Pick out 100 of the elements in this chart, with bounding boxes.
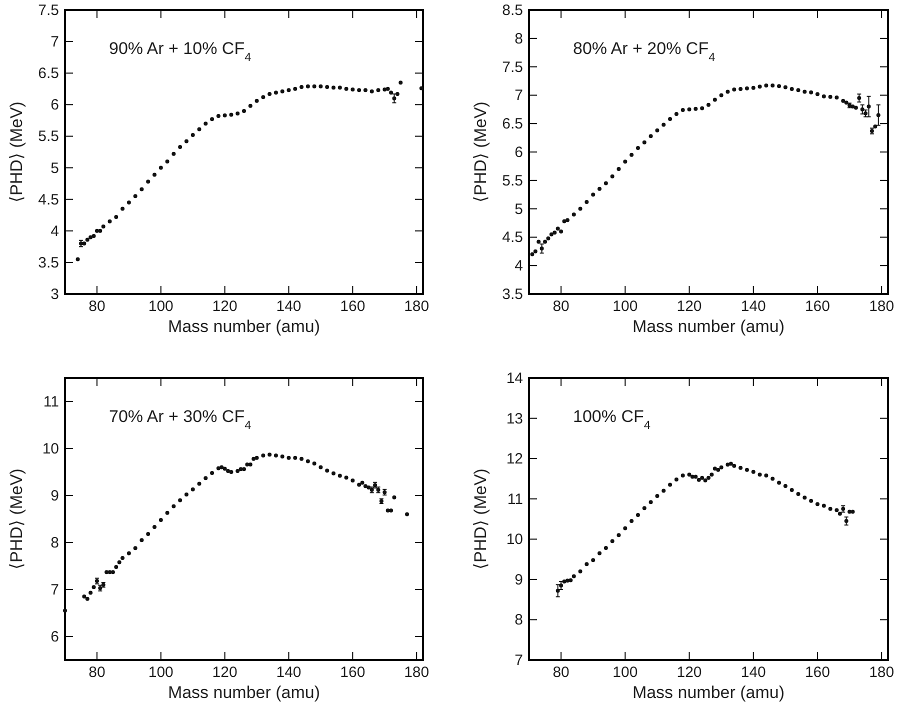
point bbox=[732, 88, 736, 92]
point bbox=[178, 498, 182, 502]
point bbox=[350, 478, 355, 482]
annotation: 70% Ar + 30% CF$_{4}$ bbox=[109, 407, 252, 432]
point bbox=[591, 192, 596, 197]
y-axis-title: ⟨PHD⟩ (MeV) bbox=[471, 468, 490, 570]
point bbox=[802, 496, 807, 500]
point bbox=[120, 556, 125, 560]
y-tick-label: 4 bbox=[50, 222, 59, 240]
point bbox=[92, 585, 96, 590]
point bbox=[117, 560, 122, 564]
point bbox=[790, 488, 794, 492]
y-tick-label: 6 bbox=[50, 628, 59, 646]
point bbox=[274, 90, 278, 95]
x-tick-label: 140 bbox=[276, 664, 302, 681]
point bbox=[204, 476, 208, 480]
point bbox=[268, 452, 272, 457]
point bbox=[802, 90, 807, 94]
point bbox=[92, 234, 96, 238]
point bbox=[382, 88, 387, 92]
point bbox=[598, 551, 602, 556]
y-tick-label: 7 bbox=[50, 582, 59, 598]
point bbox=[76, 257, 80, 262]
x-tick-label: 180 bbox=[869, 664, 894, 681]
y-tick-label: 7 bbox=[514, 87, 523, 104]
point bbox=[719, 93, 724, 98]
point bbox=[126, 200, 131, 204]
point bbox=[822, 504, 826, 508]
point bbox=[197, 482, 202, 486]
point bbox=[114, 215, 118, 220]
point bbox=[796, 492, 800, 496]
y-tick-label: 4.5 bbox=[502, 229, 523, 246]
y-tick-label: 6.5 bbox=[38, 65, 59, 82]
point bbox=[152, 524, 156, 529]
y-tick-label: 3.5 bbox=[502, 286, 523, 303]
x-tick-label: 140 bbox=[740, 664, 766, 681]
x-tick-label: 100 bbox=[612, 664, 638, 681]
point bbox=[300, 84, 304, 89]
point bbox=[556, 226, 560, 231]
point bbox=[120, 206, 125, 211]
y-tick-label: 8 bbox=[514, 612, 523, 629]
point bbox=[568, 578, 573, 582]
point bbox=[165, 159, 170, 164]
point bbox=[834, 508, 839, 512]
point bbox=[325, 84, 330, 89]
point bbox=[530, 252, 534, 256]
x-tick-label: 140 bbox=[740, 298, 766, 315]
point bbox=[357, 482, 362, 487]
point bbox=[642, 140, 646, 144]
point bbox=[552, 230, 557, 235]
point bbox=[719, 465, 724, 470]
x-tick-label: 100 bbox=[148, 664, 174, 681]
y-tick-label: 13 bbox=[506, 410, 523, 428]
point bbox=[98, 228, 102, 233]
point bbox=[210, 117, 214, 122]
point bbox=[533, 249, 538, 254]
x-tick-label: 120 bbox=[676, 298, 702, 315]
point bbox=[300, 456, 304, 461]
point bbox=[85, 596, 90, 601]
point bbox=[732, 464, 736, 468]
point bbox=[146, 532, 150, 536]
point bbox=[696, 478, 701, 482]
point bbox=[565, 218, 570, 222]
point bbox=[783, 484, 788, 488]
point bbox=[809, 90, 814, 94]
y-tick-label: 8.5 bbox=[502, 2, 523, 19]
point bbox=[293, 86, 298, 91]
point bbox=[370, 89, 374, 94]
y-tick-label: 5 bbox=[514, 200, 523, 218]
point bbox=[158, 518, 163, 522]
point bbox=[197, 127, 202, 132]
point bbox=[559, 583, 564, 588]
x-tick-label: 180 bbox=[404, 298, 430, 315]
point bbox=[344, 86, 348, 91]
x-tick-label: 80 bbox=[88, 298, 106, 315]
x-tick-label: 160 bbox=[804, 664, 830, 681]
point bbox=[540, 246, 544, 251]
point bbox=[809, 498, 814, 503]
point bbox=[242, 467, 246, 472]
point bbox=[578, 569, 582, 574]
point bbox=[236, 469, 240, 474]
point bbox=[844, 519, 848, 524]
point bbox=[616, 167, 621, 172]
point bbox=[828, 94, 832, 99]
y-tick-label: 4.5 bbox=[38, 191, 59, 208]
x-tick-label: 180 bbox=[404, 664, 430, 681]
point bbox=[248, 104, 252, 108]
point bbox=[104, 570, 109, 574]
y-tick-label: 12 bbox=[506, 450, 523, 468]
point bbox=[770, 84, 775, 88]
y-tick-label: 8 bbox=[50, 534, 59, 552]
point bbox=[844, 100, 848, 105]
point bbox=[873, 124, 878, 128]
point bbox=[636, 146, 640, 150]
point bbox=[268, 92, 272, 96]
y-tick-label: 3 bbox=[50, 286, 59, 303]
point bbox=[140, 538, 144, 542]
point bbox=[172, 152, 176, 156]
point bbox=[687, 107, 692, 112]
point bbox=[630, 519, 634, 524]
